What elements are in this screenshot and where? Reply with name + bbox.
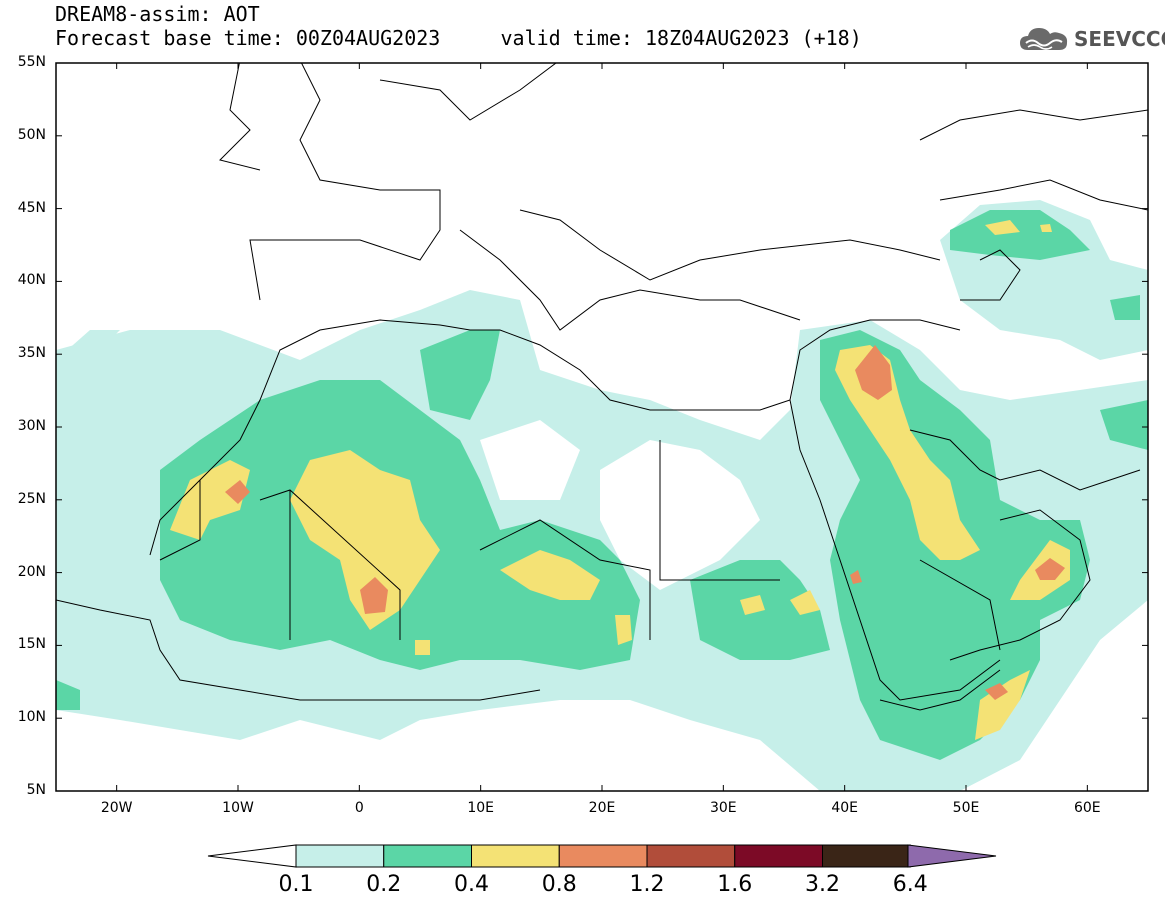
lat-tick-label: 25N [17, 490, 46, 507]
colorbar-over-arrow [907, 844, 997, 868]
seevccc-logo: SEEVCCC [1018, 22, 1165, 56]
lat-tick-label: 10N [17, 709, 46, 726]
lon-tick-label: 20E [588, 800, 616, 816]
lon-tick-label: 60E [1073, 800, 1101, 816]
map-title: DREAM8-assim: AOT [55, 2, 260, 26]
lat-tick-label: 15N [17, 636, 46, 653]
coastlines [56, 63, 1148, 711]
colorbar-label: 1.2 [629, 872, 665, 897]
lat-tick-label: 35N [17, 345, 46, 362]
logo-text: SEEVCCC [1074, 27, 1165, 51]
colorbar-label: 0.8 [541, 872, 577, 897]
colorbar-swatch [822, 844, 911, 868]
colorbar-swatch [646, 844, 736, 868]
lat-tick-label: 40N [17, 272, 46, 289]
colorbar-label: 1.6 [717, 872, 753, 897]
lon-tick-label: 20W [100, 800, 133, 816]
colorbar-swatch [558, 844, 648, 868]
lon-tick-label: 40E [831, 800, 858, 816]
lon-tick-label: 0 [354, 800, 364, 816]
lat-tick-label: 5N [26, 782, 46, 798]
aot-field [56, 63, 1148, 791]
colorbar-label: 3.2 [805, 872, 840, 897]
forecast-times: Forecast base time: 00Z04AUG2023 valid t… [55, 26, 862, 50]
lon-tick-label: 50E [952, 800, 980, 816]
lat-tick-label: 20N [17, 563, 46, 580]
colorbar-swatch [734, 844, 823, 868]
lat-tick-label: 30N [17, 418, 46, 434]
axis-ticks [56, 62, 1148, 792]
lat-tick-label: 50N [17, 126, 46, 143]
lat-tick-label: 55N [17, 54, 46, 70]
cloud-icon [1020, 28, 1068, 50]
colorbar-label: 6.4 [892, 872, 928, 897]
colorbar-label: 0.2 [366, 872, 402, 897]
colorbar-swatch [471, 844, 560, 868]
lon-tick-label: 30E [709, 800, 737, 816]
colorbar [207, 844, 997, 868]
colorbar-swatch [295, 844, 385, 868]
colorbar-under-arrow [207, 844, 297, 868]
lat-tick-label: 45N [17, 199, 46, 216]
lon-tick-label: 10E [467, 800, 494, 816]
lon-tick-label: 10W [222, 800, 254, 816]
colorbar-label: 0.4 [454, 872, 489, 897]
colorbar-label: 0.1 [278, 872, 314, 897]
colorbar-swatch [383, 844, 472, 868]
